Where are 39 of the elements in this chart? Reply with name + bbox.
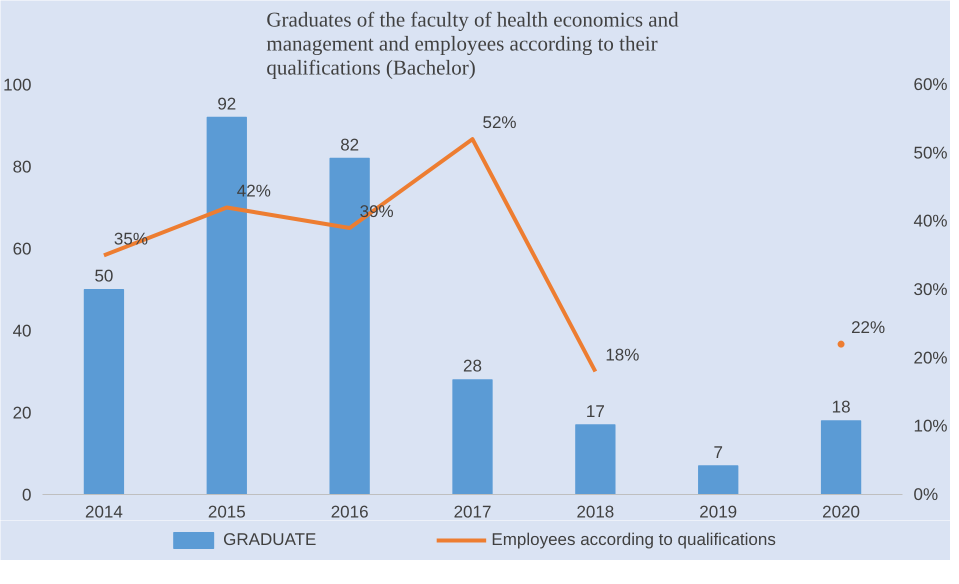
y2-tick-label: 20%	[914, 348, 948, 368]
y-tick-label: 100	[3, 76, 32, 94]
data-label: 92	[217, 94, 236, 114]
y2-tick-label: 30%	[914, 280, 948, 299]
bar	[84, 289, 124, 494]
x-tick-label: 2017	[454, 502, 492, 522]
bar	[575, 424, 616, 494]
data-label: 7	[713, 442, 723, 462]
x-tick-label: 2019	[699, 502, 738, 522]
bar	[820, 420, 862, 494]
data-label: 28	[463, 356, 482, 376]
data-label: 52%	[482, 113, 517, 132]
x-tick-label: 2020	[822, 502, 860, 522]
legend-label: GRADUATE	[223, 530, 316, 550]
y-tick-label: 0	[22, 486, 32, 504]
y-tick-label: 40	[12, 322, 32, 340]
y2-tick-label: 60%	[914, 75, 948, 94]
data-label: 50	[94, 266, 114, 286]
x-tick-label: 2018	[576, 502, 614, 522]
y2-tick-label: 40%	[914, 212, 948, 231]
x-tick-label: 2016	[330, 502, 369, 522]
bar	[698, 465, 738, 494]
data-label: 35%	[114, 229, 148, 248]
x-tick-label: 2015	[208, 502, 246, 522]
legend-label: Employees according to qualifications	[491, 530, 776, 550]
data-label: 18%	[605, 346, 640, 364]
y2-tick-label: 50%	[914, 143, 948, 162]
chart-title: Graduates of the faculty of health economics and management and employees according to their qualifications (Bachelor)	[266, 8, 680, 80]
y-tick-label: 60	[12, 240, 32, 258]
y-tick-label: 80	[12, 158, 32, 176]
data-label: 17	[586, 402, 605, 421]
x-tick-label: 2014	[85, 502, 123, 522]
bar	[452, 379, 493, 494]
y-tick-label: 20	[12, 404, 32, 422]
y2-tick-label: 10%	[914, 416, 948, 436]
data-label: 82	[340, 135, 360, 154]
data-label: 18	[832, 398, 851, 417]
y2-tick-label: 0%	[914, 485, 938, 504]
data-label: 22%	[851, 318, 886, 338]
